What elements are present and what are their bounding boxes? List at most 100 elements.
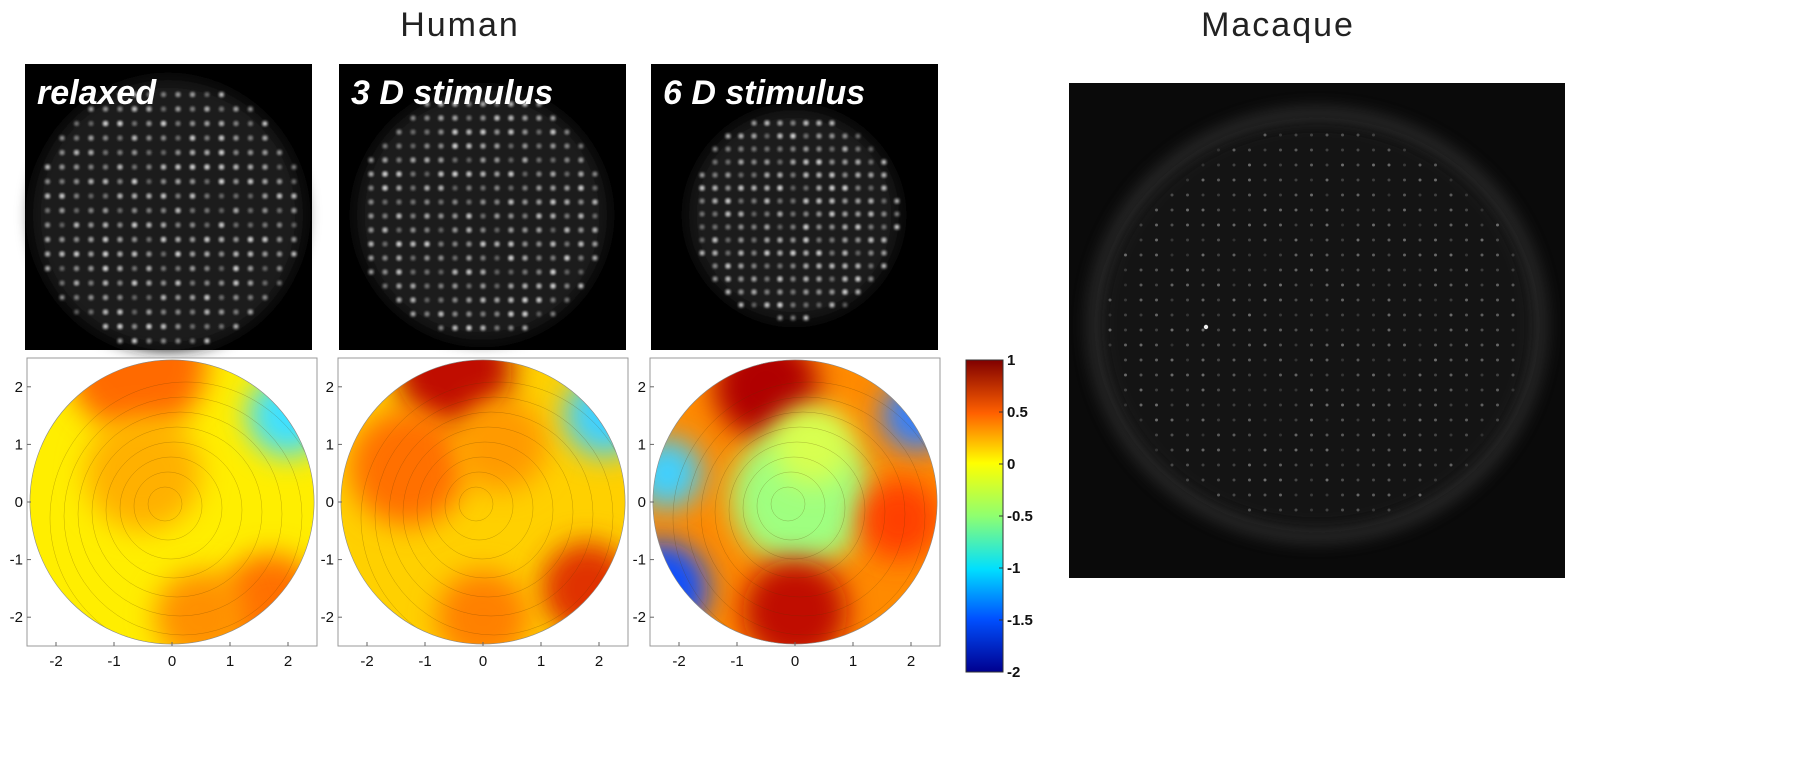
spot [103, 237, 108, 242]
spot [713, 186, 717, 190]
spot [1279, 448, 1282, 452]
spot [74, 310, 79, 314]
spot [1511, 253, 1515, 257]
spot [161, 324, 166, 329]
spot [118, 208, 122, 213]
spot [551, 158, 555, 162]
spot [1341, 178, 1344, 182]
spot [176, 310, 180, 314]
spot [1310, 253, 1313, 257]
spot [1217, 283, 1220, 287]
spot [248, 223, 253, 227]
spot [1418, 298, 1422, 302]
spot [467, 270, 471, 274]
spot [1294, 433, 1298, 437]
spot [369, 256, 373, 260]
contour-line [458, 486, 494, 522]
spot [804, 264, 808, 268]
spot [1124, 328, 1127, 332]
spot [1310, 433, 1313, 437]
spot [1387, 478, 1391, 482]
spot [467, 256, 471, 260]
spot [1186, 448, 1189, 452]
spot [1496, 403, 1499, 407]
spot [132, 136, 137, 140]
spot [176, 252, 180, 256]
spot [739, 134, 743, 138]
spot [1248, 178, 1251, 182]
spot [1294, 178, 1298, 182]
spot [869, 173, 873, 177]
spot [843, 251, 847, 255]
spot [739, 225, 743, 229]
spot [60, 194, 64, 198]
spot [397, 200, 401, 204]
spot [161, 136, 166, 140]
spot [1294, 208, 1298, 212]
spot [1201, 163, 1205, 167]
spot [1341, 268, 1344, 272]
spot [551, 144, 555, 148]
spot [1434, 448, 1437, 452]
spot [869, 264, 873, 268]
spot [147, 252, 151, 256]
spot [1186, 193, 1189, 197]
spot [1325, 463, 1329, 467]
spot [1232, 358, 1236, 362]
spot [1232, 148, 1236, 152]
spot [1186, 223, 1189, 227]
spot [89, 310, 93, 314]
spot [1232, 403, 1236, 407]
spot [739, 186, 743, 190]
spot [1325, 373, 1329, 377]
spot [1279, 463, 1282, 467]
spot [263, 266, 267, 271]
spot [1155, 433, 1158, 437]
spot [1511, 328, 1515, 332]
spot [778, 199, 782, 203]
spot [523, 172, 527, 176]
spot [1124, 388, 1127, 392]
spot [817, 303, 821, 307]
spot [147, 136, 151, 140]
spot [1387, 418, 1391, 422]
spot [74, 179, 79, 184]
spot [147, 121, 151, 126]
spot [778, 186, 782, 190]
spot [537, 256, 541, 260]
spot [147, 310, 151, 314]
spot [1325, 208, 1329, 212]
spot [778, 316, 782, 320]
spot [411, 158, 415, 162]
spot [1170, 268, 1174, 272]
spot [739, 290, 743, 294]
spot [1139, 268, 1143, 272]
spot [856, 290, 860, 294]
spot [397, 270, 401, 274]
spot [481, 256, 485, 260]
spot [1232, 433, 1236, 437]
spot [551, 130, 555, 134]
spot [1325, 298, 1329, 302]
spot [495, 102, 499, 106]
spot [234, 150, 238, 155]
spot [190, 324, 195, 329]
spot [132, 165, 137, 169]
spot [1310, 313, 1313, 317]
spot [453, 186, 457, 190]
spot-pattern [689, 110, 899, 320]
spot [1139, 298, 1143, 302]
spot [383, 284, 387, 288]
spot [205, 92, 209, 97]
y-tick-label: 1 [15, 436, 23, 453]
spot [453, 312, 457, 316]
spot [176, 324, 180, 329]
spot [1356, 313, 1360, 317]
spot [1201, 358, 1205, 362]
spot [1418, 478, 1422, 482]
spot [523, 102, 527, 106]
spot [495, 298, 499, 302]
spot [1341, 253, 1344, 257]
contour-line [770, 486, 806, 522]
spot [481, 298, 485, 302]
